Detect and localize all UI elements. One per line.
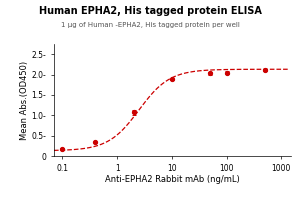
- Text: Human EPHA2, His tagged protein ELISA: Human EPHA2, His tagged protein ELISA: [39, 6, 261, 16]
- Text: 1 μg of Human -EPHA2, His tagged protein per well: 1 μg of Human -EPHA2, His tagged protein…: [61, 22, 239, 28]
- X-axis label: Anti-EPHA2 Rabbit mAb (ng/mL): Anti-EPHA2 Rabbit mAb (ng/mL): [105, 175, 240, 184]
- Y-axis label: Mean Abs.(OD450): Mean Abs.(OD450): [20, 60, 29, 140]
